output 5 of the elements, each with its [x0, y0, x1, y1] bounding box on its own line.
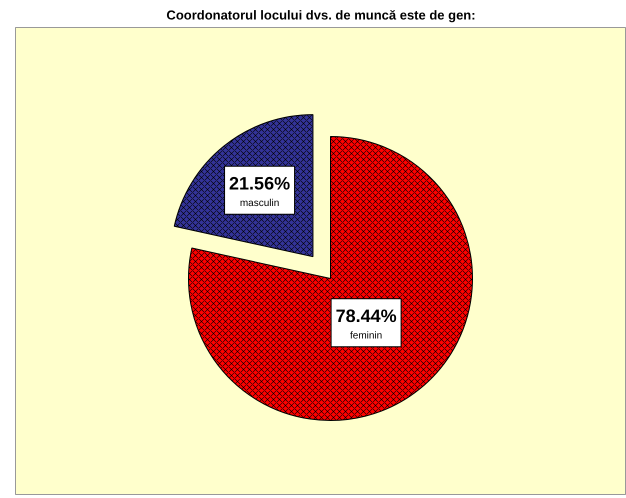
chart-title: Coordonatorul locului dvs. de muncă este de gen:: [166, 8, 476, 22]
slice-label: masculin: [240, 198, 280, 209]
data-label: 78.44%: [336, 306, 397, 326]
data-label: 21.56%: [229, 173, 290, 194]
slice-label: feminin: [350, 330, 382, 342]
